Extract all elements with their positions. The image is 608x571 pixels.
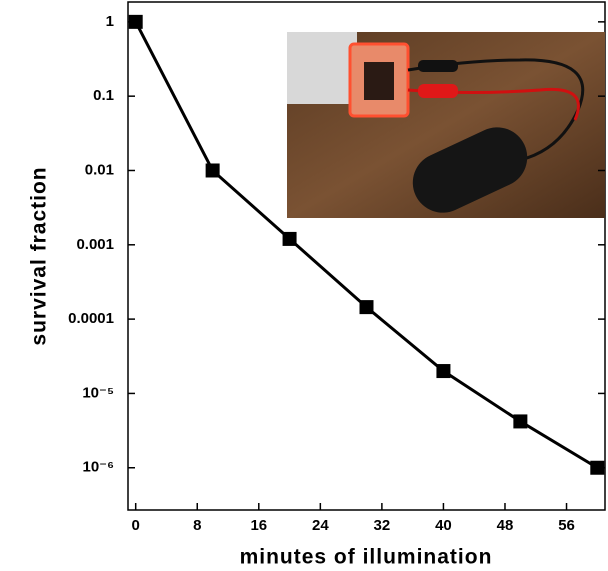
marker (513, 414, 528, 429)
marker (128, 14, 143, 29)
x-tick-label: 16 (250, 517, 267, 534)
marker (282, 231, 297, 246)
x-tick-label: 24 (312, 517, 329, 534)
x-tick-label: 56 (558, 517, 575, 534)
y-tick-label: 0.001 (76, 236, 114, 253)
x-axis-title: minutes of illumination (240, 546, 493, 569)
x-tick-label: 40 (435, 517, 452, 534)
marker (590, 460, 605, 475)
x-tick-label: 48 (497, 517, 514, 534)
marker (436, 364, 451, 379)
inset-photo (287, 32, 605, 218)
marker (205, 163, 220, 178)
plot-frame (127, 1, 606, 511)
y-tick-label: 0.0001 (68, 310, 114, 327)
y-tick-label: 0.1 (93, 87, 114, 104)
y-tick-label: 1 (106, 13, 114, 30)
y-tick-label: 10⁻⁵ (82, 384, 114, 401)
x-tick-label: 8 (193, 517, 201, 534)
x-tick-label: 0 (132, 517, 140, 534)
y-axis-title: survival fraction (28, 166, 51, 345)
y-tick-label: 0.01 (85, 161, 114, 178)
x-tick-label: 32 (374, 517, 391, 534)
y-tick-label: 10⁻⁶ (82, 459, 114, 476)
marker (359, 300, 374, 315)
